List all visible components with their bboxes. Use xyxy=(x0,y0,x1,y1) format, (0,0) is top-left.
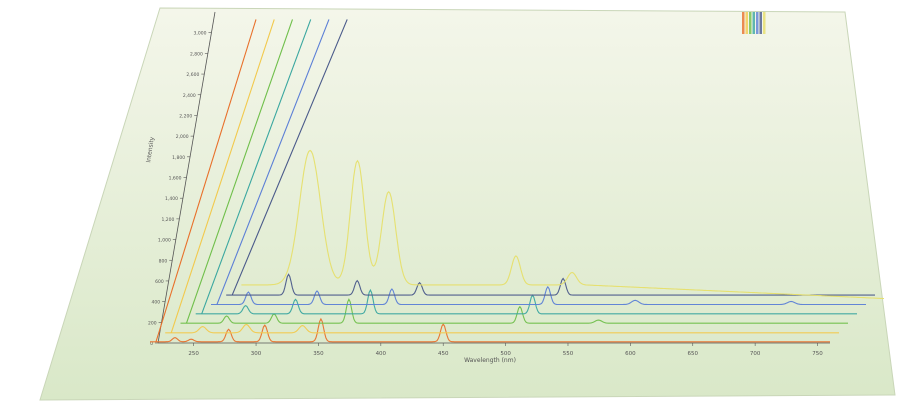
x-tick-label: 500 xyxy=(500,351,511,357)
series-line-3 xyxy=(180,298,848,324)
legend-swatch-2 xyxy=(745,12,748,34)
y-axis-label: Intensity xyxy=(145,136,156,163)
y-tick-label: 2,600 xyxy=(186,72,199,78)
series-line-4 xyxy=(195,288,857,315)
x-tick-label: 350 xyxy=(313,351,324,357)
y-tick-label: 0 xyxy=(150,341,153,347)
y-tick-label: 1,200 xyxy=(161,217,174,223)
legend-swatch-4 xyxy=(752,12,755,34)
legend-swatch-3 xyxy=(749,12,752,34)
y-tick-label: 2,800 xyxy=(190,51,203,57)
series-rise-1 xyxy=(155,19,257,342)
series-line-1 xyxy=(150,317,830,343)
x-tick-label: 250 xyxy=(188,351,199,357)
y-tick-label: 2,000 xyxy=(176,134,189,140)
y-tick-label: 2,200 xyxy=(179,113,192,119)
series-rise-2 xyxy=(170,19,275,333)
series-rise-3 xyxy=(185,19,293,324)
x-tick-label: 650 xyxy=(688,351,699,357)
x-axis-label: Wavelength (nm) xyxy=(464,357,516,364)
series-rise-5 xyxy=(216,19,330,305)
x-tick-label: 700 xyxy=(750,351,761,357)
y-tick-label: 3,000 xyxy=(194,31,207,37)
legend-swatch-6 xyxy=(759,12,762,34)
y-tick-label: 1,800 xyxy=(172,155,185,161)
axes-group: 250 300 350 400 450 500 550 600 650 700 750 0 200 400… xyxy=(148,11,830,357)
legend-swatch-7 xyxy=(763,12,766,34)
series-line-6 xyxy=(226,273,875,296)
y-tick-label: 200 xyxy=(148,320,157,326)
y-tick-label: 1,400 xyxy=(165,196,178,202)
series-rise-4 xyxy=(201,19,312,315)
y-tick-label: 1,600 xyxy=(169,176,182,182)
x-tick-label: 750 xyxy=(812,351,823,357)
x-tick-label: 550 xyxy=(563,351,574,357)
legend xyxy=(742,12,766,34)
y-tick-label: 1,000 xyxy=(158,238,171,244)
series-line-7 xyxy=(241,149,885,300)
legend-swatch-5 xyxy=(756,12,759,34)
x-tick-label: 300 xyxy=(251,351,262,357)
x-tick-label: 600 xyxy=(625,351,636,357)
y-tick-label: 600 xyxy=(155,279,164,285)
legend-swatch-1 xyxy=(742,12,745,34)
x-tick-label: 400 xyxy=(376,351,387,357)
series-group xyxy=(150,19,885,343)
series-line-5 xyxy=(211,285,866,306)
series-rise-6 xyxy=(231,19,348,296)
x-tick-label: 450 xyxy=(438,351,449,357)
y-tick-label: 2,400 xyxy=(183,93,196,99)
y-tick-label: 400 xyxy=(152,300,161,306)
y-tick-label: 800 xyxy=(159,258,168,264)
series-line-2 xyxy=(165,323,839,334)
